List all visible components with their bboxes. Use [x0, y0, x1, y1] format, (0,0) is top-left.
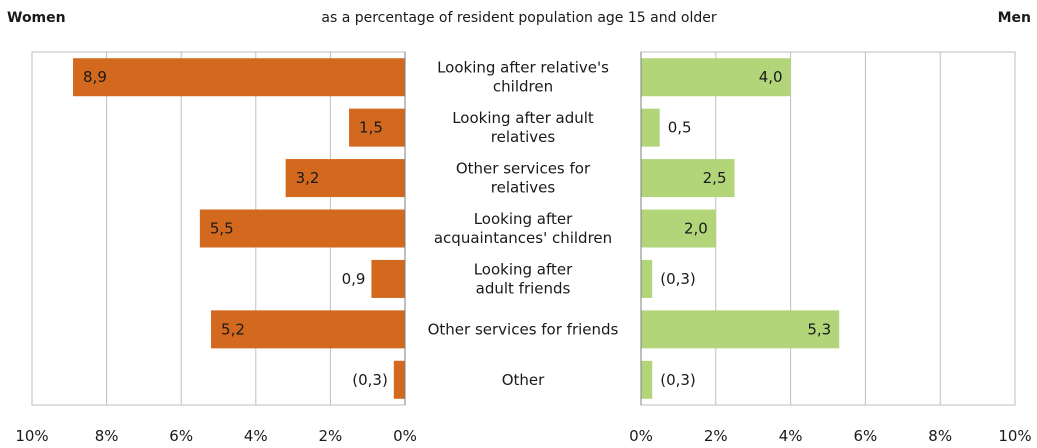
category-label-line: Other services for: [456, 160, 591, 178]
category-label-line: children: [493, 78, 553, 96]
tick-label-right-5: 10%: [998, 427, 1031, 445]
category-label-line: Looking after: [474, 260, 573, 278]
bar-men-0: [641, 58, 791, 97]
category-label-line: Other services for friends: [428, 320, 619, 338]
category-label-line: acquaintances' children: [434, 229, 612, 247]
value-label-women-0: 8,9: [83, 68, 107, 86]
category-label-line: Other: [502, 371, 545, 389]
category-label-4: Looking after adult friends: [474, 260, 573, 297]
bar-men-5: [641, 310, 840, 349]
bar-men-4: [641, 259, 653, 298]
category-label-line: relatives: [491, 128, 556, 146]
tick-label-left-5: 10%: [15, 427, 48, 445]
bar-men-1: [641, 108, 660, 147]
value-label-men-6: (0,3): [660, 371, 696, 389]
category-label-1: Looking after adult relatives: [452, 109, 594, 146]
value-label-women-4: 0,9: [342, 270, 366, 288]
value-label-men-1: 0,5: [668, 119, 692, 137]
tick-label-left-2: 4%: [244, 427, 268, 445]
value-label-men-4: (0,3): [660, 270, 696, 288]
chart-title-men: Men: [998, 10, 1031, 26]
men-panel: 0% 2% 4% 6% 8% 10% 4,0 0,5 2,5 2,0 (0,3) 5,3 (0,3): [629, 51, 1032, 445]
value-label-men-5: 5,3: [807, 320, 831, 338]
bar-women-2: [285, 159, 405, 198]
bar-women-3: [199, 209, 405, 248]
category-label-3: Looking after acquaintances' children: [434, 210, 612, 247]
bar-men-3: [641, 209, 716, 248]
value-label-women-6: (0,3): [352, 371, 388, 389]
category-labels: Looking after relative's childrenLooking …: [428, 59, 619, 389]
tick-label-right-3: 6%: [854, 427, 878, 445]
value-label-men-0: 4,0: [759, 68, 783, 86]
tick-label-left-3: 6%: [169, 427, 193, 445]
tick-label-left-0: 0%: [393, 427, 417, 445]
tick-label-right-1: 2%: [704, 427, 728, 445]
bar-men-2: [641, 159, 735, 198]
chart-subtitle: as a percentage of resident population a…: [321, 10, 716, 26]
category-label-line: adult friends: [476, 279, 571, 297]
category-label-line: relatives: [491, 179, 556, 197]
bar-women-4: [371, 259, 405, 298]
category-label-line: Looking after adult: [452, 109, 594, 127]
bar-women-6: [393, 360, 405, 399]
bar-women-5: [211, 310, 405, 349]
value-label-women-5: 5,2: [221, 320, 245, 338]
women-panel: 0% 2% 4% 6% 8% 10% 8,9 1,5 3,2 5,5 0,9 5,2 (0,3): [15, 51, 417, 445]
bar-men-6: [641, 360, 653, 399]
value-label-men-3: 2,0: [684, 220, 708, 238]
category-label-2: Other services for relatives: [456, 160, 591, 197]
tick-label-left-4: 8%: [95, 427, 119, 445]
value-label-women-1: 1,5: [359, 119, 383, 137]
category-label-5: Other services for friends: [428, 320, 619, 338]
bar-women-1: [349, 108, 405, 147]
category-label-0: Looking after relative's children: [437, 59, 609, 96]
value-label-women-2: 3,2: [296, 169, 320, 187]
value-label-men-2: 2,5: [703, 169, 727, 187]
tick-label-left-1: 2%: [319, 427, 343, 445]
tick-label-right-0: 0%: [629, 427, 653, 445]
category-label-6: Other: [502, 371, 545, 389]
value-label-women-3: 5,5: [210, 220, 234, 238]
tick-label-right-4: 8%: [928, 427, 952, 445]
category-label-line: Looking after: [474, 210, 573, 228]
tick-label-right-2: 4%: [779, 427, 803, 445]
bar-women-0: [73, 58, 405, 97]
category-label-line: Looking after relative's: [437, 59, 609, 77]
chart-title-women: Women: [7, 10, 66, 26]
